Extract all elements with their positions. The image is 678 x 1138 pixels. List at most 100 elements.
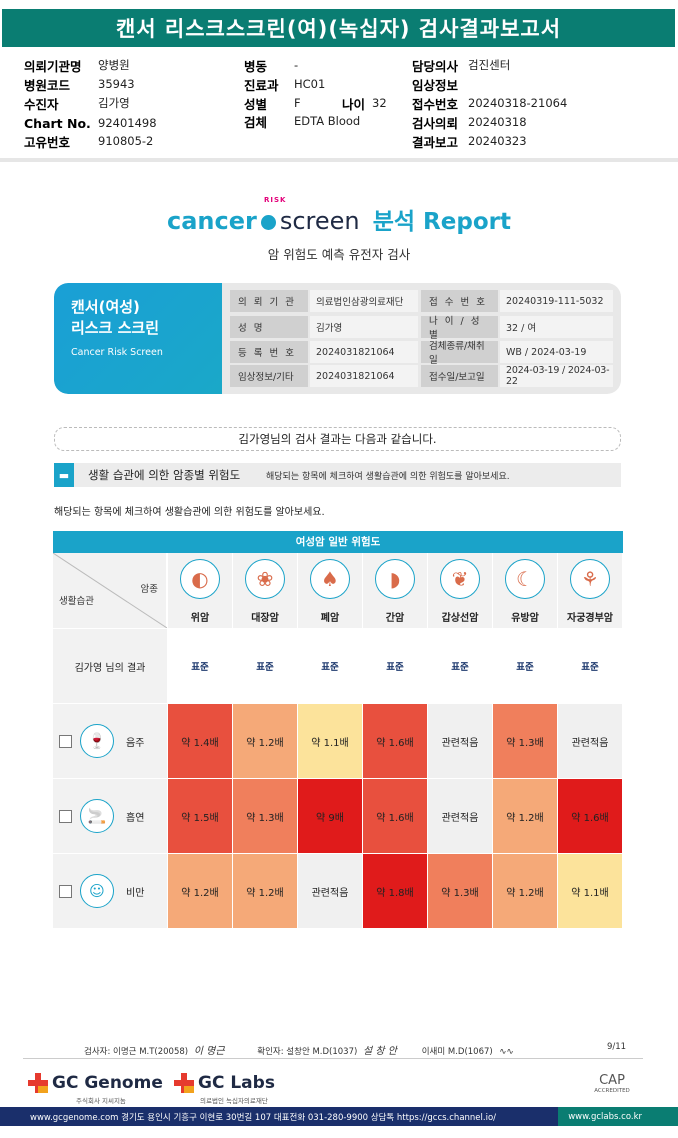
logo-dot-icon xyxy=(260,215,276,230)
label-accession-no: 접수번호 xyxy=(412,96,459,112)
result-value: 표준 xyxy=(256,662,274,673)
corner-diagonal xyxy=(53,553,167,628)
liver-icon: ◗ xyxy=(375,559,415,599)
card-label: 접수일/보고일 xyxy=(421,365,498,387)
result-value: 표준 xyxy=(321,662,339,673)
label-report-date: 결과보고 xyxy=(412,134,459,150)
label-ward: 병동 xyxy=(244,58,268,74)
cancer-column-header: ◗ 간암 xyxy=(362,553,427,628)
habit-row-label: 🚬 흡연 xyxy=(53,778,167,853)
result-value: 표준 xyxy=(451,662,469,673)
label-specimen: 검체 xyxy=(244,114,268,130)
card-value: 김가영 xyxy=(310,316,418,338)
card-label: 성 명 xyxy=(230,316,308,338)
patient-card: 캔서(여성) 리스크 스크린 Cancer Risk Screen 의 뢰 기 … xyxy=(54,283,621,394)
card-value: 2024031821064 xyxy=(310,341,418,363)
cancer-column-header: ❦ 갑상선암 xyxy=(427,553,492,628)
label-sex: 성별 xyxy=(244,96,268,112)
risk-cell: 약 1.6배 xyxy=(557,778,622,853)
label-physician: 담당의사 xyxy=(412,58,459,74)
tester-signature: 이 명근 xyxy=(193,1046,225,1057)
cancer-column-header: ♠ 폐암 xyxy=(297,553,362,628)
card-title-line1: 캔서(여성) xyxy=(71,298,140,316)
gc-cross-icon xyxy=(174,1073,194,1093)
footer-address: www.gcgenome.com 경기도 용인시 기흥구 이현로 30번길 10… xyxy=(30,1112,497,1123)
report-title: 캔서 리스크스크린(여)(녹십자) 검사결과보고서 xyxy=(2,9,675,47)
risk-cell: 약 1.2배 xyxy=(167,853,232,928)
label-request-date: 검사의뢰 xyxy=(412,115,459,131)
card-label: 등 록 번 호 xyxy=(230,341,308,363)
result-label: 김가영 님의 결과 xyxy=(74,662,146,674)
value-patient: 김가영 xyxy=(98,96,130,110)
uterus-icon: ⚘ xyxy=(570,559,610,599)
habit-checkbox[interactable] xyxy=(59,884,72,898)
risk-cell: 관련적음 xyxy=(427,703,492,778)
logo-cancer-text: cancer xyxy=(167,207,257,235)
label-age: 나이 xyxy=(342,96,366,112)
page-number: 9/11 xyxy=(607,1042,627,1052)
breast-icon: ☾ xyxy=(505,559,545,599)
tester-text: 검사자: 이명근 M.T(20058) xyxy=(84,1047,189,1057)
label-hospital-code: 병원코드 xyxy=(24,77,71,93)
signature-divider xyxy=(23,1058,643,1059)
cancer-column-header: ❀ 대장암 xyxy=(232,553,297,628)
value-ward: - xyxy=(294,58,299,72)
value-hospital-code: 35943 xyxy=(98,77,135,91)
result-cell: 표준 xyxy=(427,628,492,703)
footer-bar: www.gcgenome.com 경기도 용인시 기흥구 이현로 30번길 10… xyxy=(0,1107,678,1126)
card-value: WB / 2024-03-19 xyxy=(500,341,613,363)
card-value: 의료법인삼광의료재단 xyxy=(310,290,418,312)
confirmer-text: 확인자: 설창안 M.D(1037) xyxy=(257,1047,358,1057)
label-unique-no: 고유번호 xyxy=(24,134,71,150)
result-statement: 김가영님의 검사 결과는 다음과 같습니다. xyxy=(54,427,621,451)
result-row-label: 김가영 님의 결과 xyxy=(53,628,167,703)
thyroid-icon: ❦ xyxy=(440,559,480,599)
risk-cell: 약 1.3배 xyxy=(492,703,557,778)
card-label: 접 수 번 호 xyxy=(421,290,498,312)
corner-habit-label: 생활습관 xyxy=(59,596,94,607)
cancer-name: 자궁경부암 xyxy=(567,613,613,624)
result-value: 표준 xyxy=(581,662,599,673)
habit-name: 음주 xyxy=(126,737,145,749)
card-value: 2024031821064 xyxy=(310,365,418,387)
card-label: 검체종류/채취일 xyxy=(421,341,498,366)
result-cell: 표준 xyxy=(297,628,362,703)
cancer-name: 갑상선암 xyxy=(441,613,479,624)
risk-cell: 약 1.3배 xyxy=(232,778,297,853)
logo-report-text: 분석 Report xyxy=(372,209,511,235)
card-value: 32 / 여 xyxy=(500,316,613,338)
habit-checkbox[interactable] xyxy=(59,809,72,823)
alcohol-icon: 🍷 xyxy=(80,724,114,758)
habit-name: 비만 xyxy=(126,887,145,899)
habit-checkbox[interactable] xyxy=(59,734,72,748)
value-report-date: 20240323 xyxy=(468,134,527,148)
logo-screen-text: screen xyxy=(279,207,360,235)
result-cell: 표준 xyxy=(232,628,297,703)
risk-cell: 약 1.1배 xyxy=(297,703,362,778)
stomach-icon: ◐ xyxy=(180,559,220,599)
risk-cell: 관련적음 xyxy=(427,778,492,853)
footer-site: www.gclabs.co.kr xyxy=(558,1107,678,1126)
result-cell: 표준 xyxy=(492,628,557,703)
card-value: 2024-03-19 / 2024-03-22 xyxy=(500,365,613,387)
section-header: ▬ 생활 습관에 의한 암종별 위험도 해당되는 항목에 체크하여 생활습관에 … xyxy=(54,463,621,487)
value-request-date: 20240318 xyxy=(468,115,527,129)
cancer-screen-logo: RISK cancer screen 분석 Report xyxy=(0,196,678,236)
confirmer-signature: 설 창 안 xyxy=(363,1046,397,1057)
card-title-panel: 캔서(여성) 리스크 스크린 Cancer Risk Screen xyxy=(54,283,222,394)
cap-text: CAP xyxy=(599,1073,625,1088)
cancer-column-header: ⚘ 자궁경부암 xyxy=(557,553,622,628)
confirmer2-text: 이새미 M.D(1067) xyxy=(421,1047,493,1057)
value-sex: F xyxy=(294,96,301,110)
card-label: 의 뢰 기 관 xyxy=(230,290,308,312)
gc-cross-icon xyxy=(28,1073,48,1093)
risk-cell: 약 1.1배 xyxy=(557,853,622,928)
result-cell: 표준 xyxy=(557,628,622,703)
risk-cell: 약 1.2배 xyxy=(232,853,297,928)
gc-labs-text: GC Labs xyxy=(198,1072,275,1093)
colon-icon: ❀ xyxy=(245,559,285,599)
signature-row: 검사자: 이명근 M.T(20058) 이 명근 확인자: 설창안 M.D(10… xyxy=(84,1042,644,1057)
value-specimen: EDTA Blood xyxy=(294,114,361,128)
cancer-name: 유방암 xyxy=(511,613,539,624)
